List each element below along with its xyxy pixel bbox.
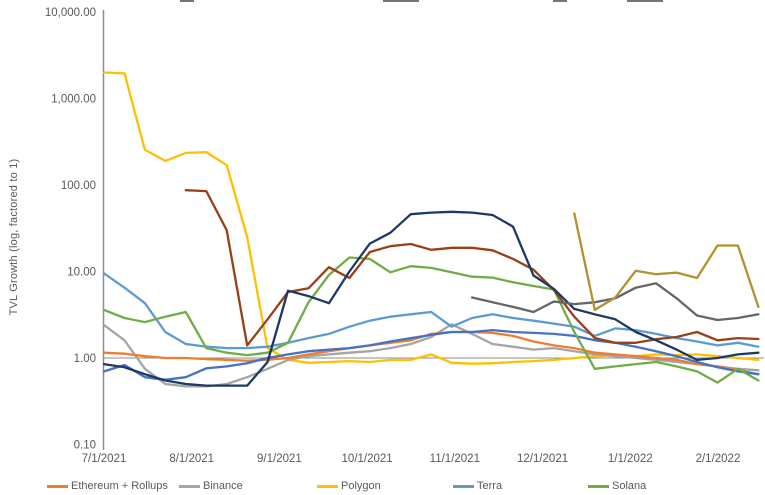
x-tick-label: 12/1/2021	[517, 453, 568, 465]
legend-item-binance: Binance	[179, 479, 243, 493]
legend-item-solana: Solana	[588, 479, 646, 493]
legend-label: Polygon	[341, 480, 381, 492]
y-tick-label: 0.10	[74, 440, 96, 452]
x-tick-label: 9/1/2021	[257, 453, 302, 465]
x-tick-label: 10/1/2021	[342, 453, 393, 465]
legend-item-ethereum-rollups: Ethereum + Rollups	[47, 479, 168, 493]
x-tick-label: 2/1/2022	[696, 453, 741, 465]
cropped-title-fragment	[553, 0, 567, 2]
series-line-terra	[102, 272, 760, 350]
legend-label: Ethereum + Rollups	[71, 480, 168, 492]
x-tick-label: 8/1/2021	[169, 453, 214, 465]
y-tick-label: 1.00	[74, 353, 96, 365]
x-tick-label: 11/1/2021	[430, 453, 480, 465]
series-line-unlabeled-dark-yellow	[573, 212, 760, 312]
cropped-title-fragment	[627, 0, 663, 2]
legend-swatch-icon	[588, 484, 609, 488]
legend-label: Binance	[203, 480, 243, 492]
y-tick-label: 1,000.00	[51, 94, 96, 106]
legend-swatch-icon	[453, 484, 474, 488]
legend-item-polygon: Polygon	[317, 479, 381, 493]
legend: Ethereum + Rollups Binance Polygon Terra Sol…	[0, 479, 765, 495]
series-line-polygon	[102, 71, 760, 365]
y-tick-label: 10,000.00	[45, 7, 96, 19]
legend-item-terra: Terra	[453, 479, 502, 493]
series-line-unlabeled-dark-blue	[102, 210, 760, 387]
series-line-unlabeled-dark-gray	[470, 282, 760, 322]
x-tick-label: 1/1/2022	[608, 453, 653, 465]
legend-label: Terra	[477, 480, 503, 492]
series-line-unlabeled-medium-blue	[102, 328, 760, 381]
cropped-title-fragment	[383, 0, 419, 2]
legend-swatch-icon	[47, 484, 68, 488]
legend-swatch-icon	[317, 484, 338, 488]
y-tick-label: 10.00	[67, 267, 96, 279]
legend-swatch-icon	[179, 484, 200, 488]
legend-label: Solana	[612, 480, 647, 492]
series-line-solana	[102, 256, 760, 384]
series-line-unlabeled-dark-red	[184, 189, 760, 347]
y-tick-label: 100.00	[61, 180, 96, 192]
cropped-title-fragment	[180, 0, 194, 2]
x-tick-label: 7/1/2021	[82, 453, 127, 465]
